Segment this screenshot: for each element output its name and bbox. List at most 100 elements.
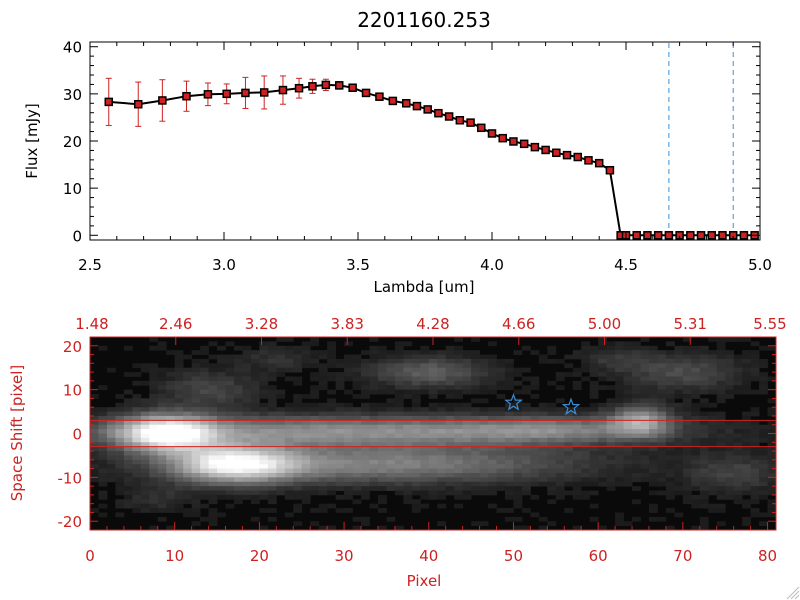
image-pixel: [284, 446, 294, 452]
image-pixel: [284, 429, 294, 434]
image-pixel: [293, 411, 303, 417]
image-pixel: [767, 407, 777, 412]
image-pixel: [166, 372, 176, 377]
image-pixel: [674, 490, 684, 496]
image-pixel: [259, 477, 269, 483]
image-pixel: [157, 376, 167, 382]
image-pixel: [462, 407, 472, 412]
image-pixel: [640, 442, 650, 448]
image-top-tick-label: 3.28: [245, 315, 278, 333]
image-pixel: [750, 442, 760, 448]
image-pixel: [606, 472, 616, 478]
image-pixel: [589, 354, 599, 360]
image-pixel: [301, 415, 311, 421]
image-pixel: [200, 380, 209, 386]
image-pixel: [310, 394, 320, 399]
image-pixel: [377, 389, 387, 395]
image-pixel: [157, 389, 167, 395]
image-pixel: [208, 455, 218, 461]
image-pixel: [361, 402, 370, 408]
image-pixel: [606, 429, 616, 434]
image-pixel: [411, 367, 421, 373]
image-pixel: [394, 363, 404, 369]
image-pixel: [488, 464, 497, 469]
image-pixel: [377, 455, 387, 461]
image-pixel: [725, 433, 735, 439]
image-pixel: [208, 521, 218, 527]
image-pixel: [327, 407, 337, 412]
image-pixel: [377, 424, 387, 430]
image-pixel: [267, 363, 277, 369]
image-pixel: [327, 363, 337, 369]
image-pixel: [496, 358, 506, 364]
image-pixel: [233, 499, 243, 505]
image-pixel: [242, 472, 252, 478]
image-pixel: [428, 468, 438, 474]
image-pixel: [665, 446, 675, 452]
image-pixel: [344, 442, 353, 448]
image-pixel: [344, 490, 353, 496]
image-pixel: [488, 372, 497, 377]
image-pixel: [428, 385, 438, 391]
image-pixel: [352, 490, 362, 496]
image-pixel: [733, 376, 743, 382]
image-pixel: [217, 464, 226, 469]
image-pixel: [386, 367, 396, 373]
image-pixel: [665, 486, 675, 491]
image-pixel: [242, 490, 252, 496]
image-pixel: [513, 468, 523, 474]
image-pixel: [310, 402, 320, 408]
image-x-tick-label: 0: [85, 547, 95, 565]
image-pixel: [200, 459, 209, 465]
image-pixel: [538, 468, 548, 474]
image-pixel: [293, 350, 303, 355]
image-pixel: [572, 490, 582, 496]
image-pixel: [403, 407, 413, 412]
image-pixel: [598, 424, 608, 430]
image-pixel: [157, 398, 167, 404]
image-pixel: [183, 490, 193, 496]
image-pixel: [98, 345, 108, 351]
image-pixel: [217, 468, 226, 474]
image-pixel: [454, 350, 464, 355]
image-pixel: [674, 372, 684, 377]
resize-grip-icon[interactable]: [786, 586, 800, 600]
image-pixel: [640, 429, 650, 434]
image-pixel: [708, 429, 718, 434]
image-pixel: [716, 481, 726, 487]
image-pixel: [742, 477, 751, 483]
image-pixel: [310, 389, 320, 395]
image-pixel: [335, 486, 345, 491]
image-pixel: [657, 415, 667, 421]
image-pixel: [386, 455, 396, 461]
image-pixel: [183, 389, 193, 395]
image-pixel: [411, 389, 421, 395]
image-pixel: [293, 442, 303, 448]
image-pixel: [123, 424, 133, 430]
image-pixel: [157, 402, 167, 408]
image-pixel: [267, 345, 277, 351]
image-pixel: [157, 499, 167, 505]
image-pixel: [267, 398, 277, 404]
flux-x-tick-label: 4.0: [480, 256, 504, 274]
image-pixel: [488, 451, 497, 456]
image-pixel: [242, 358, 252, 364]
image-pixel: [250, 486, 260, 491]
flux-y-tick-label: 30: [63, 86, 82, 104]
image-pixel: [615, 512, 624, 518]
image-pixel: [191, 363, 201, 369]
image-pixel: [504, 433, 514, 439]
image-pixel: [564, 464, 574, 469]
image-pixel: [623, 358, 633, 364]
image-pixel: [377, 402, 387, 408]
image-pixel: [394, 402, 404, 408]
image-pixel: [513, 424, 523, 430]
image-pixel: [259, 389, 269, 395]
image-pixel: [674, 385, 684, 391]
image-pixel: [157, 411, 167, 417]
image-pixel: [632, 394, 641, 399]
image-pixel: [682, 455, 692, 461]
image-pixel: [471, 451, 480, 456]
image-pixel: [344, 402, 353, 408]
image-pixel: [699, 402, 709, 408]
